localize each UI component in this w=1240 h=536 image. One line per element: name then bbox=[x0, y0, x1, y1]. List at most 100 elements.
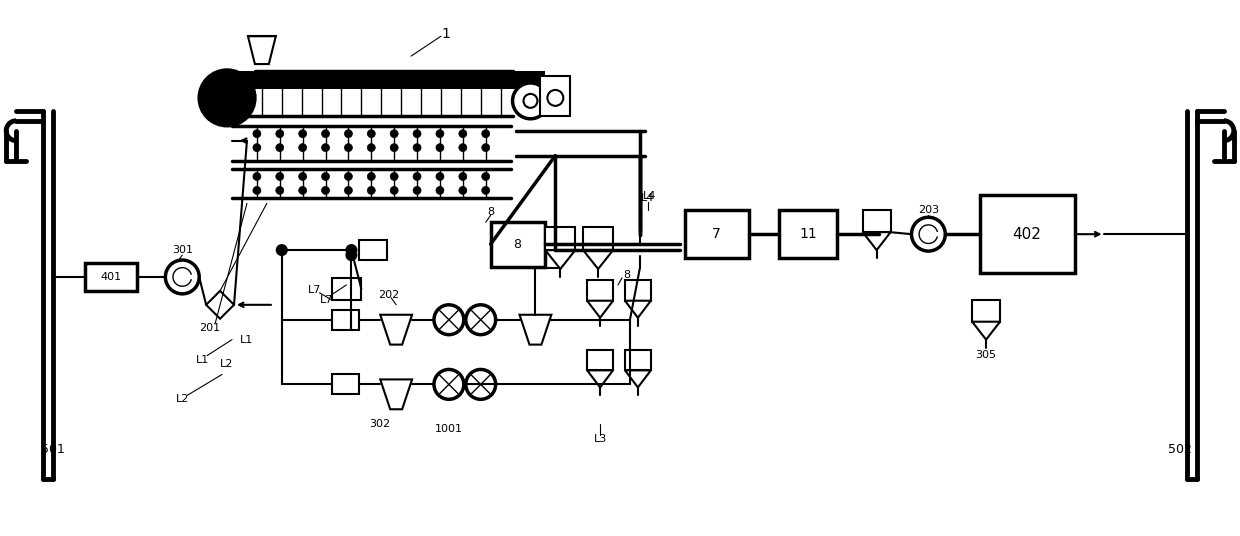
Text: 203: 203 bbox=[918, 205, 939, 215]
Circle shape bbox=[481, 173, 490, 181]
Circle shape bbox=[434, 369, 464, 399]
Bar bbox=[863, 210, 890, 232]
Text: 302: 302 bbox=[368, 419, 389, 429]
Text: 402: 402 bbox=[1012, 227, 1042, 242]
Bar bbox=[331, 375, 360, 394]
Circle shape bbox=[346, 250, 356, 260]
Polygon shape bbox=[583, 250, 613, 269]
Circle shape bbox=[275, 130, 284, 138]
Polygon shape bbox=[863, 232, 890, 250]
Circle shape bbox=[481, 187, 490, 195]
Bar bbox=[625, 349, 651, 370]
Text: L7: L7 bbox=[320, 295, 334, 305]
Text: 201: 201 bbox=[200, 323, 221, 333]
Circle shape bbox=[459, 144, 466, 152]
Circle shape bbox=[911, 217, 945, 251]
Bar bbox=[972, 300, 999, 322]
Bar bbox=[684, 210, 749, 258]
Circle shape bbox=[346, 245, 356, 255]
Circle shape bbox=[459, 130, 466, 138]
Circle shape bbox=[277, 245, 286, 255]
Circle shape bbox=[413, 187, 422, 195]
Circle shape bbox=[436, 130, 444, 138]
Circle shape bbox=[391, 130, 398, 138]
Circle shape bbox=[434, 305, 464, 334]
Bar bbox=[331, 310, 360, 330]
Polygon shape bbox=[972, 322, 999, 340]
Text: 1: 1 bbox=[441, 27, 450, 41]
Bar bbox=[583, 227, 613, 250]
Text: 305: 305 bbox=[976, 349, 997, 360]
Text: 1001: 1001 bbox=[435, 424, 463, 434]
Circle shape bbox=[413, 130, 422, 138]
Text: 11: 11 bbox=[799, 227, 817, 241]
Circle shape bbox=[436, 173, 444, 181]
Circle shape bbox=[391, 187, 398, 195]
Circle shape bbox=[345, 173, 352, 181]
Text: L4: L4 bbox=[644, 191, 656, 202]
Bar bbox=[232, 71, 546, 89]
Text: 8: 8 bbox=[487, 207, 495, 217]
Circle shape bbox=[275, 144, 284, 152]
Polygon shape bbox=[588, 370, 613, 388]
Polygon shape bbox=[206, 291, 234, 319]
Circle shape bbox=[275, 187, 284, 195]
Circle shape bbox=[345, 130, 352, 138]
Circle shape bbox=[436, 144, 444, 152]
Text: L2: L2 bbox=[176, 394, 188, 404]
Circle shape bbox=[459, 173, 466, 181]
Circle shape bbox=[253, 187, 260, 195]
Polygon shape bbox=[625, 301, 651, 318]
Polygon shape bbox=[248, 36, 275, 64]
Circle shape bbox=[481, 130, 490, 138]
Circle shape bbox=[299, 144, 306, 152]
Circle shape bbox=[321, 144, 330, 152]
Circle shape bbox=[299, 130, 306, 138]
Circle shape bbox=[253, 144, 260, 152]
Bar bbox=[491, 222, 546, 267]
Circle shape bbox=[345, 187, 352, 195]
Text: L1: L1 bbox=[241, 334, 253, 345]
Circle shape bbox=[367, 187, 376, 195]
Circle shape bbox=[413, 144, 422, 152]
Circle shape bbox=[321, 187, 330, 195]
Circle shape bbox=[367, 130, 376, 138]
Text: 7: 7 bbox=[712, 227, 720, 241]
Polygon shape bbox=[588, 301, 613, 318]
Circle shape bbox=[299, 173, 306, 181]
Polygon shape bbox=[520, 315, 552, 345]
Circle shape bbox=[345, 144, 352, 152]
Bar bbox=[546, 227, 575, 250]
Circle shape bbox=[321, 173, 330, 181]
Circle shape bbox=[253, 173, 260, 181]
Text: L7: L7 bbox=[308, 285, 321, 295]
Circle shape bbox=[253, 130, 260, 138]
Circle shape bbox=[466, 305, 496, 334]
Bar bbox=[779, 210, 837, 258]
Text: L4: L4 bbox=[641, 193, 655, 203]
Bar bbox=[980, 196, 1075, 273]
Bar bbox=[625, 280, 651, 301]
Polygon shape bbox=[381, 379, 412, 410]
Text: L1: L1 bbox=[196, 354, 208, 364]
Circle shape bbox=[200, 70, 255, 126]
Text: L2: L2 bbox=[221, 360, 233, 369]
Polygon shape bbox=[381, 315, 412, 345]
Circle shape bbox=[436, 187, 444, 195]
Circle shape bbox=[459, 187, 466, 195]
Polygon shape bbox=[546, 250, 575, 269]
Text: 202: 202 bbox=[378, 290, 399, 300]
Circle shape bbox=[275, 173, 284, 181]
Text: 501: 501 bbox=[41, 443, 64, 456]
Text: 401: 401 bbox=[100, 272, 122, 282]
Circle shape bbox=[413, 173, 422, 181]
Circle shape bbox=[481, 144, 490, 152]
Bar bbox=[84, 263, 136, 291]
Circle shape bbox=[367, 173, 376, 181]
Circle shape bbox=[523, 94, 537, 108]
Bar bbox=[588, 280, 613, 301]
Text: 8: 8 bbox=[624, 270, 630, 280]
Text: 8: 8 bbox=[513, 237, 522, 251]
Circle shape bbox=[367, 144, 376, 152]
Circle shape bbox=[391, 144, 398, 152]
